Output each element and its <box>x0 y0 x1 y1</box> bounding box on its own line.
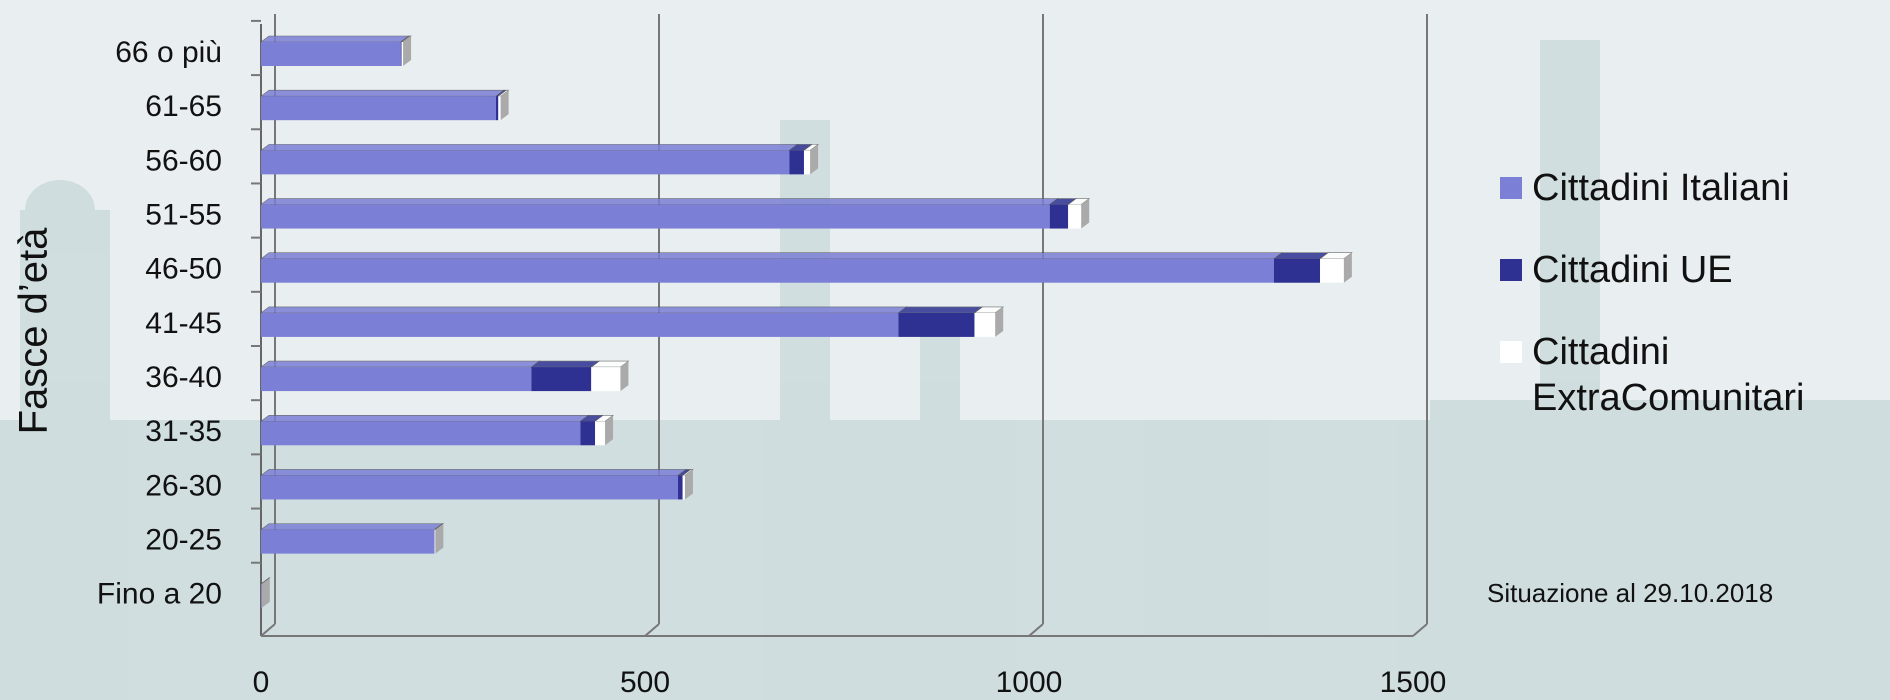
legend-swatch <box>1500 341 1522 363</box>
bar <box>580 421 596 446</box>
bar-side <box>500 90 509 121</box>
y-tick-label: 41-45 <box>145 307 222 340</box>
bar-side <box>605 415 614 446</box>
bar-side <box>435 523 444 554</box>
legend: Cittadini Italiani Cittadini UE Cittadini … <box>1500 165 1880 457</box>
y-tick-label: 51-55 <box>145 198 222 231</box>
x-tick <box>644 623 660 637</box>
x-tick <box>1028 623 1044 637</box>
bar <box>261 529 435 554</box>
x-tick-label: 1000 <box>996 666 1063 699</box>
bar <box>261 258 1274 283</box>
bar <box>682 475 685 500</box>
bar <box>591 367 621 392</box>
bar <box>803 150 811 175</box>
bar <box>261 583 262 608</box>
bar-top <box>260 198 1059 205</box>
bar <box>401 42 404 66</box>
bar <box>789 150 804 175</box>
bar <box>1049 204 1069 229</box>
legend-label: Cittadini Italiani <box>1532 167 1790 209</box>
bar-top <box>897 306 984 314</box>
bar-top <box>260 144 799 151</box>
y-tick-label: 26-30 <box>145 469 222 502</box>
bar-side <box>995 306 1004 337</box>
y-tick-label: 61-65 <box>145 90 222 123</box>
bar <box>498 96 501 121</box>
bar-side <box>684 469 693 500</box>
bar <box>496 96 499 121</box>
bar <box>400 42 402 66</box>
x-tick-label: 500 <box>620 666 670 699</box>
y-tick-label: 66 o più <box>115 36 222 69</box>
y-tick-label: 36-40 <box>145 361 222 394</box>
x-tick <box>1412 623 1428 637</box>
bar-top <box>260 414 590 422</box>
bar <box>595 421 606 446</box>
y-tick-label: 31-35 <box>145 415 222 448</box>
y-tick-label: 20-25 <box>145 524 222 557</box>
legend-label: Cittadini ExtraComunitari <box>1532 331 1805 419</box>
x-tick-label: 1500 <box>1380 666 1447 699</box>
bar <box>261 42 401 66</box>
bar-side <box>261 577 270 608</box>
bar <box>261 150 790 175</box>
bar <box>1320 258 1344 283</box>
bar-top <box>260 360 541 368</box>
bar-top <box>1273 252 1329 260</box>
bar-side <box>810 144 819 175</box>
bar-top <box>260 469 687 476</box>
legend-item: Cittadini ExtraComunitari <box>1500 329 1880 421</box>
legend-swatch <box>1500 259 1522 281</box>
bar-top <box>260 35 410 43</box>
bar-top <box>530 360 601 368</box>
bar <box>261 204 1050 229</box>
y-tick-label: 46-50 <box>145 253 222 286</box>
y-axis-title: Fasce d’età <box>12 227 56 435</box>
bar <box>261 96 497 121</box>
legend-item: Cittadini Italiani <box>1500 165 1880 211</box>
bar-side <box>403 36 412 66</box>
bar-side <box>620 361 629 392</box>
bar <box>261 312 899 337</box>
bar-top <box>260 523 444 530</box>
bar <box>1068 204 1082 229</box>
bar <box>261 367 532 392</box>
legend-swatch <box>1500 177 1522 199</box>
bar-top <box>260 306 908 314</box>
bar <box>434 529 436 554</box>
x-tick <box>260 623 276 637</box>
y-tick-label: Fino a 20 <box>97 578 222 611</box>
bar <box>678 475 683 500</box>
legend-item: Cittadini UE <box>1500 247 1880 293</box>
bar <box>974 312 996 337</box>
bar <box>1273 258 1321 283</box>
bar <box>261 421 581 446</box>
note: Situazione al 29.10.2018 <box>1487 578 1774 608</box>
bar-top <box>260 252 1283 260</box>
x-tick-label: 0 <box>253 666 270 699</box>
y-tick-label: 56-60 <box>145 144 222 177</box>
bar-side <box>1081 198 1090 229</box>
bar <box>898 312 975 337</box>
bar-side <box>1343 252 1352 283</box>
bar <box>261 475 679 500</box>
bar <box>531 367 592 392</box>
bar-top <box>260 89 505 97</box>
legend-label: Cittadini UE <box>1532 249 1733 291</box>
